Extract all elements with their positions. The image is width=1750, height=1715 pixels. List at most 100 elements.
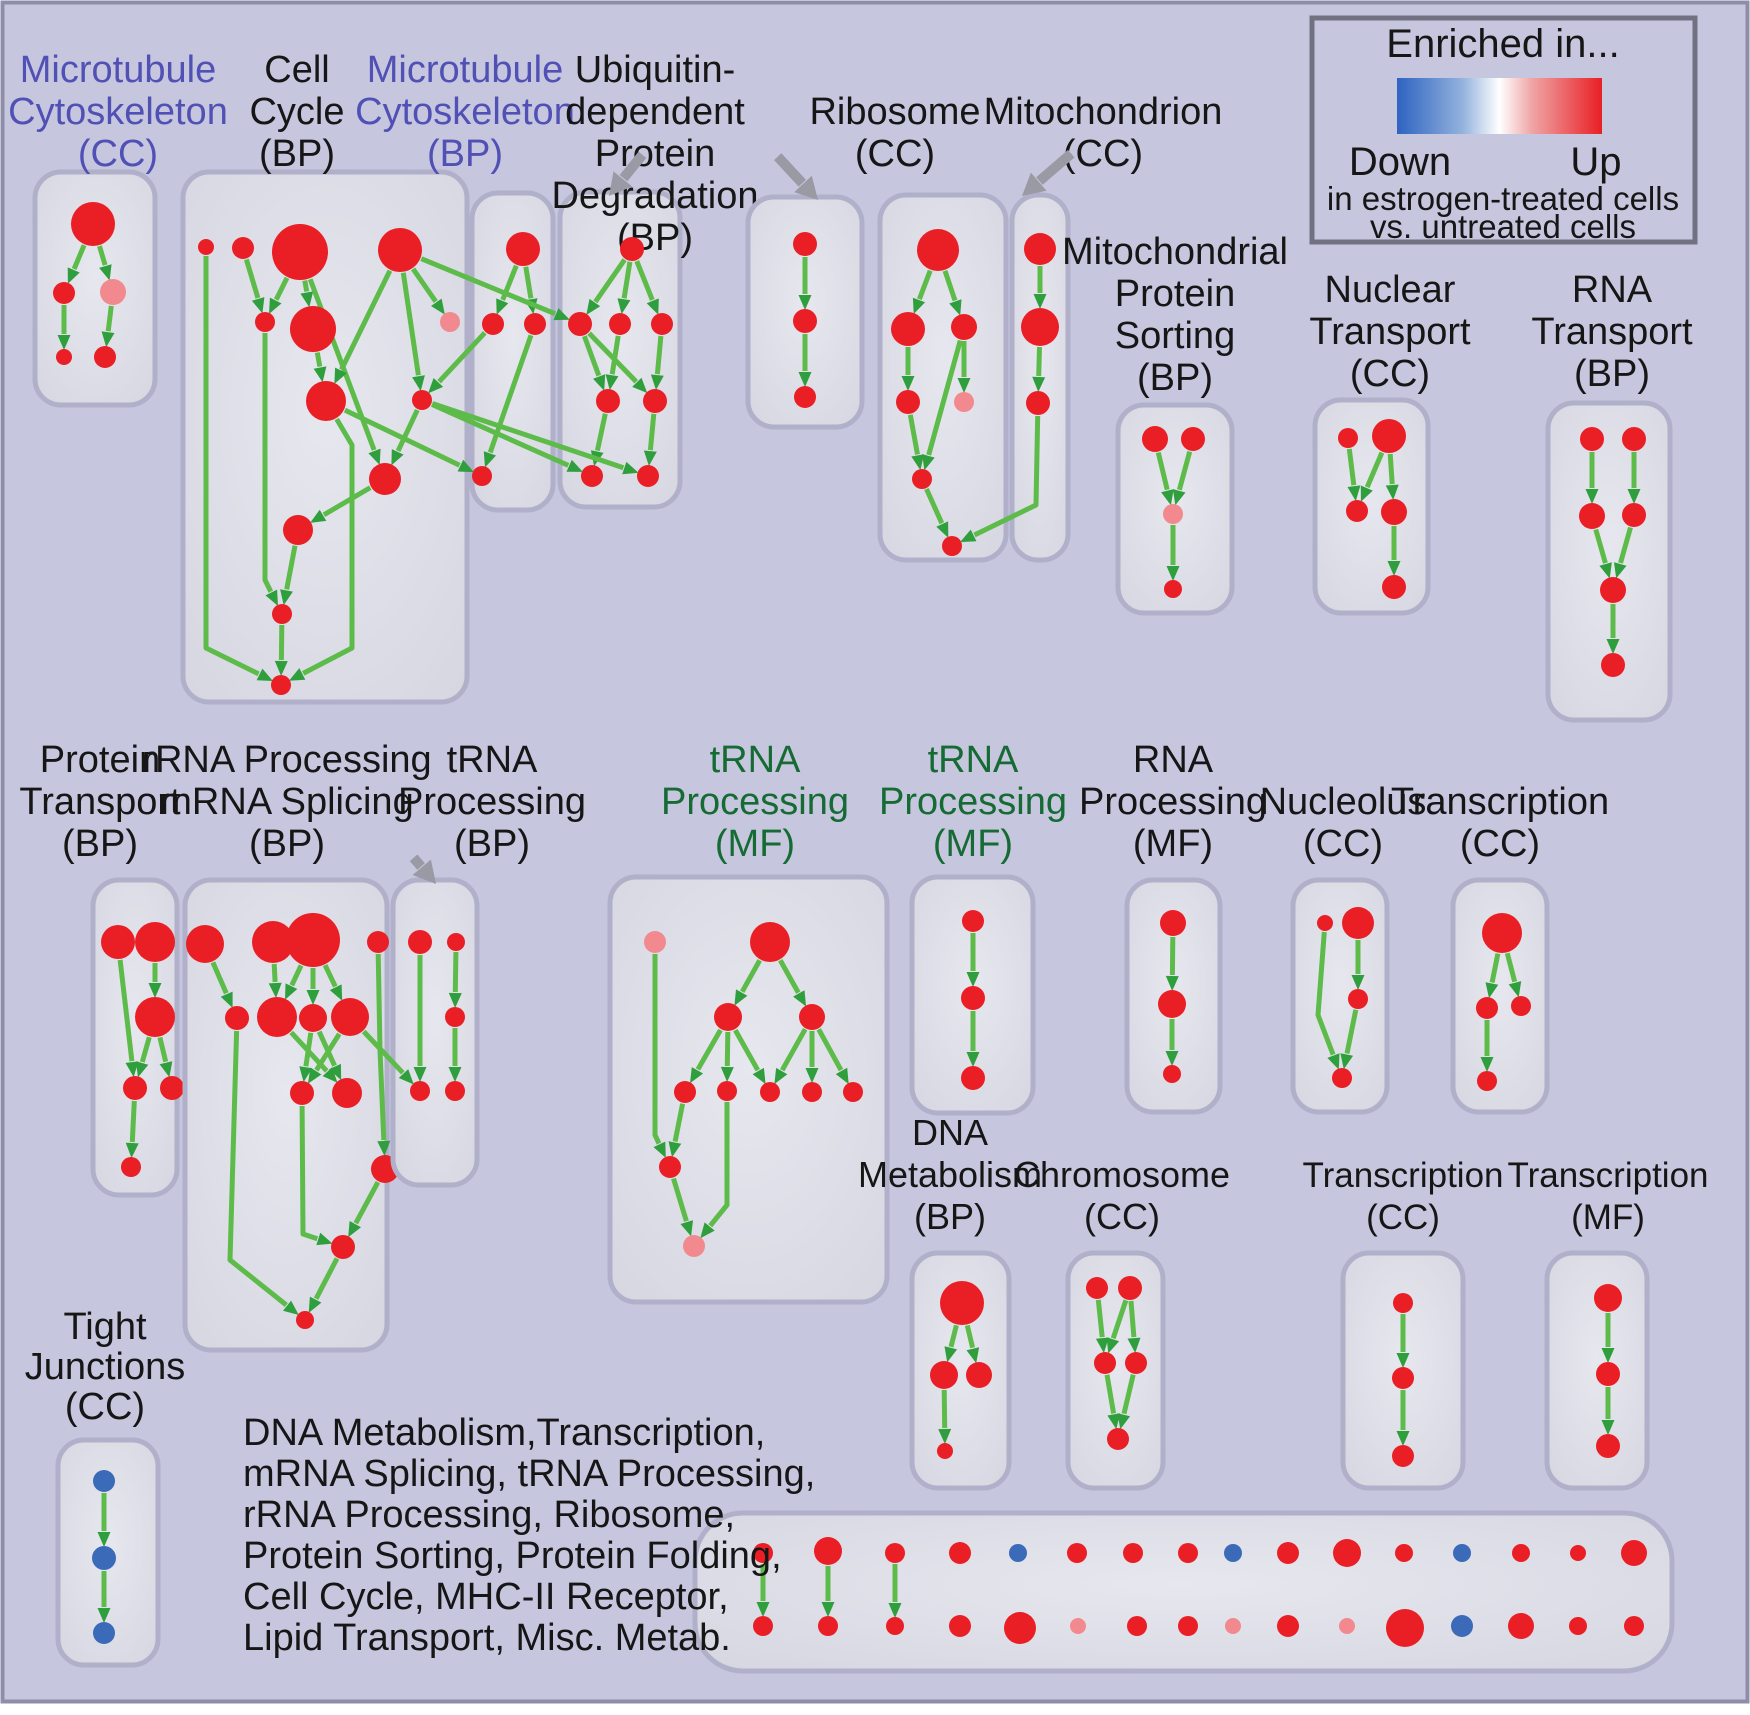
legend-subtitle-line1: in estrogen-treated cells: [1327, 180, 1679, 217]
cluster-label-line: Chromosome: [1014, 1154, 1230, 1195]
arrowhead-icon: [1165, 1051, 1179, 1066]
edge-line: [203, 256, 260, 677]
go-term-node: [412, 390, 432, 410]
arrowhead-icon: [646, 298, 659, 315]
cluster-label-line: Junctions: [25, 1346, 186, 1388]
go-term-node: [1596, 1362, 1620, 1386]
go-term-node: [750, 922, 790, 962]
go-term-node: [290, 306, 336, 352]
go-term-node: [1142, 426, 1168, 452]
arrowhead-icon: [944, 1346, 958, 1363]
edge-line: [924, 487, 945, 525]
go-term-node: [369, 463, 401, 495]
go-edge: [1387, 526, 1401, 576]
arrowhead-icon: [960, 529, 977, 543]
edge-line: [1387, 453, 1395, 485]
edge-line: [695, 1028, 723, 1071]
go-edge: [125, 1100, 139, 1158]
edge-line: [733, 1028, 760, 1072]
arrowhead-icon: [643, 450, 657, 466]
edge-line: [1110, 1299, 1129, 1340]
go-term-node: [620, 237, 644, 261]
go-term-node: [1009, 1544, 1027, 1562]
cluster-label-line: Microtubule: [20, 49, 216, 91]
go-term-node: [506, 232, 540, 266]
arrowhead-icon: [1095, 1337, 1109, 1354]
go-edge: [733, 1028, 766, 1085]
arrowhead-icon: [1161, 489, 1174, 506]
edge-line: [361, 1029, 405, 1075]
arrowhead-icon: [268, 982, 282, 998]
legend-gradient-bar: [1397, 78, 1602, 134]
go-edge: [117, 959, 139, 1078]
go-cross-edge: [430, 402, 583, 472]
arrowhead-icon: [220, 991, 233, 1008]
go-term-node: [135, 997, 175, 1037]
go-edge: [1127, 1300, 1141, 1353]
go-term-node: [1393, 1293, 1413, 1313]
go-edge: [322, 964, 343, 1001]
cluster-label-line: (CC): [1084, 1196, 1160, 1237]
go-edge: [1117, 1374, 1136, 1430]
edge-line: [948, 1324, 959, 1348]
go-edge: [210, 961, 233, 1008]
arrowhead-icon: [1351, 975, 1365, 990]
go-term-node: [1579, 503, 1605, 529]
go-edge: [966, 933, 980, 987]
go-term-node: [917, 229, 959, 271]
arrowhead-icon: [966, 1052, 980, 1067]
cluster-label-line: Transcription: [1303, 1156, 1504, 1195]
cluster-transcription-mf: Transcription(MF): [1508, 1156, 1709, 1491]
arrowhead-icon: [632, 377, 648, 394]
go-term-node: [891, 312, 925, 346]
cluster-ubiquitin-degradation-a: Ubiquitin-dependentProteinDegradation(BP…: [551, 49, 759, 510]
edge-line: [1504, 952, 1518, 983]
cluster-label-line: (BP): [1574, 353, 1650, 395]
go-term-node: [912, 469, 932, 489]
edge-line: [907, 414, 920, 455]
go-edge: [1396, 1390, 1410, 1446]
go-term-node: [331, 998, 369, 1036]
go-term-node: [101, 925, 135, 959]
go-term-node: [272, 604, 292, 624]
cluster-label-line: Cycle: [249, 91, 344, 133]
go-edge: [203, 256, 273, 681]
edge-line: [964, 1324, 976, 1349]
cluster-ribosome-cc: Ribosome(CC): [809, 91, 1009, 563]
edge-line: [1176, 450, 1193, 491]
cluster-label-line: (CC): [1366, 1198, 1440, 1237]
cluster-box: [182, 877, 390, 1353]
go-term-node: [1348, 989, 1368, 1009]
arrowhead-icon: [949, 299, 962, 316]
arrowhead-icon: [1327, 1053, 1340, 1070]
edge-line: [1489, 953, 1501, 983]
go-term-node: [198, 239, 214, 255]
edge-line: [322, 485, 372, 517]
go-term-node: [753, 1616, 773, 1636]
edge-line: [411, 267, 438, 303]
edge-line: [210, 961, 229, 995]
arrowhead-icon: [1360, 485, 1373, 502]
edge-line: [303, 1032, 314, 1067]
edge-line: [1095, 1299, 1105, 1338]
go-term-node: [793, 232, 817, 256]
go-edge: [720, 1031, 734, 1082]
go-edge: [135, 1036, 152, 1078]
arrowhead-icon: [377, 1140, 391, 1156]
go-edge: [966, 1011, 980, 1067]
go-edge: [798, 257, 812, 310]
go-term-node: [954, 392, 974, 412]
arrowhead-icon: [1396, 1431, 1410, 1446]
go-term-node: [1026, 391, 1050, 415]
go-edge: [798, 334, 812, 387]
go-edge: [299, 1032, 314, 1083]
cluster-transcription-cc-mid: Transcription(CC): [1391, 781, 1609, 1115]
go-term-node: [1570, 1545, 1586, 1561]
cluster-label-line: Cell: [264, 49, 329, 91]
go-edge: [912, 269, 933, 314]
arrowhead-icon: [283, 1300, 299, 1315]
go-term-node: [1580, 427, 1604, 451]
cluster-label-line: RNA: [1133, 739, 1214, 781]
go-edge: [586, 258, 627, 315]
